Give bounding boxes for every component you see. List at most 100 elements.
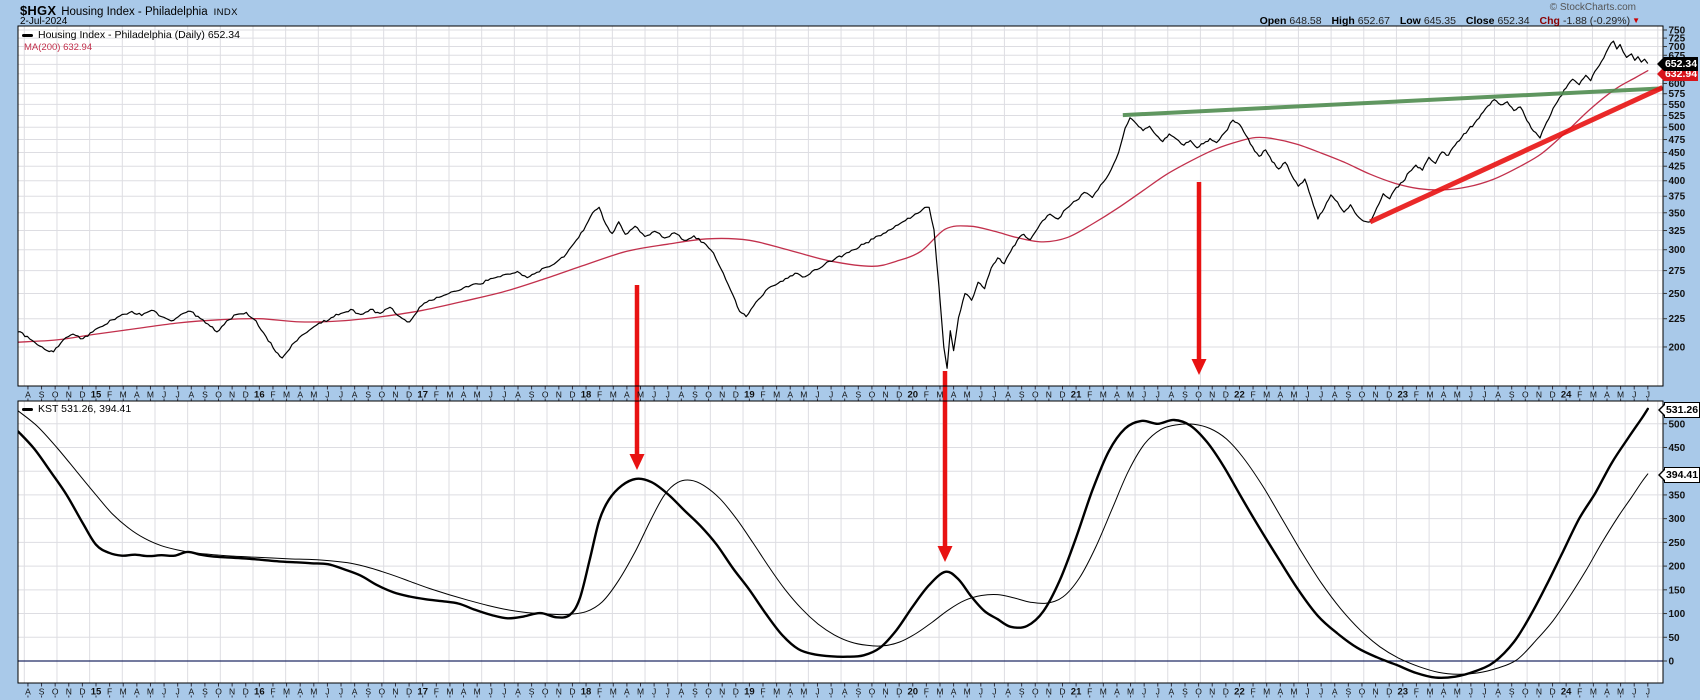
svg-text:J: J bbox=[325, 687, 329, 697]
svg-text:S: S bbox=[1019, 390, 1025, 400]
svg-text:S: S bbox=[1346, 390, 1352, 400]
gridlines bbox=[18, 26, 1663, 683]
svg-text:J: J bbox=[992, 390, 996, 400]
svg-text:F: F bbox=[1087, 390, 1092, 400]
svg-text:300: 300 bbox=[1669, 245, 1686, 256]
svg-text:A: A bbox=[515, 687, 521, 697]
svg-text:19: 19 bbox=[744, 390, 755, 401]
low-value: 645.35 bbox=[1423, 15, 1456, 27]
svg-text:15: 15 bbox=[91, 390, 102, 401]
svg-text:M: M bbox=[147, 390, 154, 400]
svg-text:S: S bbox=[692, 390, 698, 400]
svg-text:A: A bbox=[624, 390, 630, 400]
svg-text:F: F bbox=[1414, 390, 1419, 400]
svg-text:15: 15 bbox=[91, 687, 102, 698]
svg-text:J: J bbox=[1469, 687, 1473, 697]
svg-text:O: O bbox=[1522, 390, 1529, 400]
ohlc-readout: Open 648.58 High 652.67 Low 645.35 Close 652… bbox=[1253, 15, 1640, 27]
annotation-arrows bbox=[629, 182, 1207, 562]
svg-text:A: A bbox=[1495, 687, 1501, 697]
svg-text:J: J bbox=[979, 390, 983, 400]
svg-text:O: O bbox=[1195, 390, 1202, 400]
svg-text:21: 21 bbox=[1071, 390, 1082, 401]
svg-text:24: 24 bbox=[1561, 687, 1572, 698]
svg-text:A: A bbox=[679, 390, 685, 400]
chg-label: Chg bbox=[1539, 15, 1560, 27]
svg-text:J: J bbox=[1142, 687, 1146, 697]
svg-text:D: D bbox=[896, 687, 902, 697]
svg-text:D: D bbox=[1223, 687, 1229, 697]
svg-text:S: S bbox=[1346, 687, 1352, 697]
svg-text:D: D bbox=[896, 390, 902, 400]
svg-text:M: M bbox=[964, 390, 971, 400]
svg-text:23: 23 bbox=[1398, 687, 1409, 698]
svg-text:18: 18 bbox=[581, 390, 592, 401]
svg-text:A: A bbox=[1332, 390, 1338, 400]
svg-text:A: A bbox=[787, 390, 793, 400]
svg-text:S: S bbox=[1019, 687, 1025, 697]
svg-text:A: A bbox=[1495, 390, 1501, 400]
svg-text:M: M bbox=[283, 687, 290, 697]
svg-text:J: J bbox=[1142, 390, 1146, 400]
svg-text:O: O bbox=[705, 390, 712, 400]
svg-text:D: D bbox=[1549, 687, 1555, 697]
svg-text:450: 450 bbox=[1669, 148, 1686, 159]
svg-text:M: M bbox=[1263, 390, 1270, 400]
svg-text:M: M bbox=[773, 390, 780, 400]
svg-text:J: J bbox=[1319, 390, 1323, 400]
svg-text:N: N bbox=[229, 390, 235, 400]
svg-text:D: D bbox=[79, 687, 85, 697]
svg-text:M: M bbox=[120, 687, 127, 697]
svg-text:A: A bbox=[1114, 687, 1120, 697]
svg-text:19: 19 bbox=[744, 687, 755, 698]
svg-text:20: 20 bbox=[907, 390, 918, 401]
high-label: High bbox=[1331, 15, 1355, 27]
svg-text:N: N bbox=[556, 687, 562, 697]
svg-text:M: M bbox=[1426, 687, 1433, 697]
svg-text:A: A bbox=[297, 687, 303, 697]
close-value: 652.34 bbox=[1497, 15, 1530, 27]
svg-text:O: O bbox=[215, 390, 222, 400]
svg-text:F: F bbox=[270, 687, 275, 697]
svg-text:A: A bbox=[1114, 390, 1120, 400]
svg-text:J: J bbox=[666, 687, 670, 697]
svg-text:A: A bbox=[134, 390, 140, 400]
svg-text:M: M bbox=[1454, 687, 1461, 697]
svg-text:N: N bbox=[229, 687, 235, 697]
svg-text:A: A bbox=[1169, 390, 1175, 400]
svg-text:M: M bbox=[1617, 390, 1624, 400]
svg-text:M: M bbox=[1290, 390, 1297, 400]
svg-text:22: 22 bbox=[1234, 390, 1245, 401]
open-label: Open bbox=[1259, 15, 1287, 27]
svg-text:J: J bbox=[339, 687, 343, 697]
svg-text:J: J bbox=[162, 390, 166, 400]
svg-text:N: N bbox=[392, 687, 398, 697]
svg-text:350: 350 bbox=[1669, 208, 1686, 219]
kst-signal-line bbox=[18, 410, 1649, 675]
svg-text:A: A bbox=[1441, 390, 1447, 400]
high-value: 652.67 bbox=[1357, 15, 1390, 27]
svg-text:350: 350 bbox=[1669, 490, 1686, 501]
svg-text:O: O bbox=[1195, 687, 1202, 697]
svg-text:J: J bbox=[176, 687, 180, 697]
svg-text:O: O bbox=[379, 390, 386, 400]
svg-text:M: M bbox=[1100, 390, 1107, 400]
svg-text:N: N bbox=[1536, 390, 1542, 400]
svg-text:S: S bbox=[692, 687, 698, 697]
close-label: Close bbox=[1465, 15, 1495, 27]
svg-text:150: 150 bbox=[1669, 585, 1686, 596]
svg-text:675: 675 bbox=[1669, 51, 1686, 62]
svg-text:M: M bbox=[1426, 390, 1433, 400]
exchange-label: INDX bbox=[213, 7, 238, 18]
svg-text:J: J bbox=[1632, 687, 1636, 697]
price-line bbox=[18, 40, 1649, 369]
chg-value: -1.88 (-0.29%) bbox=[1562, 15, 1631, 27]
svg-text:F: F bbox=[1087, 687, 1092, 697]
svg-text:J: J bbox=[1305, 687, 1309, 697]
svg-text:475: 475 bbox=[1669, 135, 1686, 146]
svg-text:S: S bbox=[39, 390, 45, 400]
kst-signal-value-tag: 394.41 bbox=[1658, 467, 1700, 483]
svg-text:F: F bbox=[270, 390, 275, 400]
svg-text:A: A bbox=[25, 390, 31, 400]
